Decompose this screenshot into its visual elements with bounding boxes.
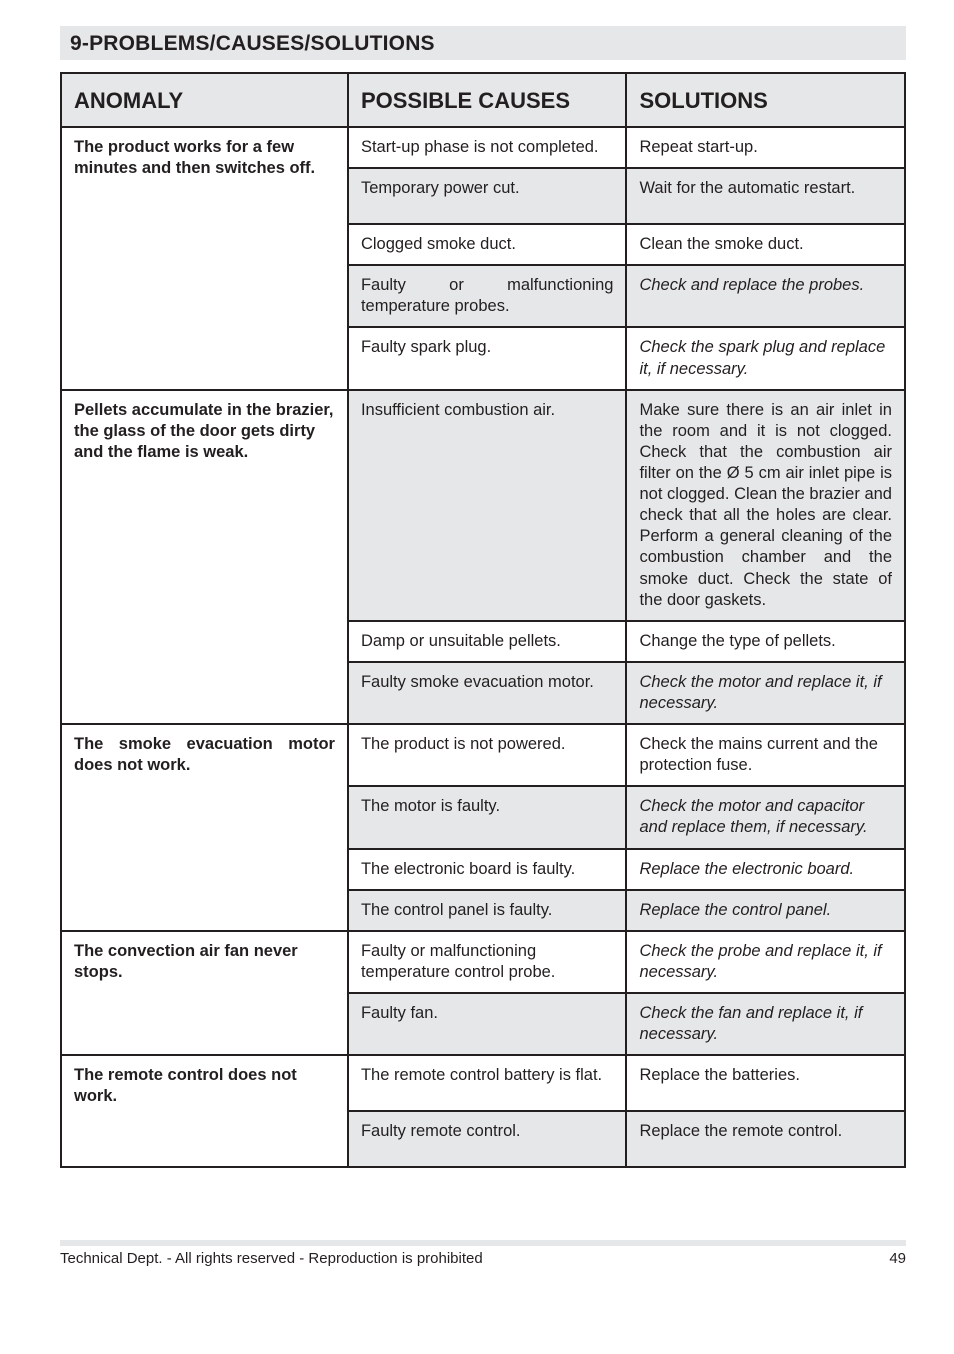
solution-cell: Check the spark plug and replace it, if … bbox=[626, 327, 905, 389]
solution-cell: Replace the batteries. bbox=[626, 1055, 905, 1111]
cause-cell: Damp or unsuitable pellets. bbox=[348, 621, 627, 662]
cause-cell: Faulty or malfunctioning temperature con… bbox=[348, 931, 627, 993]
cause-cell: Faulty spark plug. bbox=[348, 327, 627, 389]
solution-cell: Replace the remote control. bbox=[626, 1111, 905, 1167]
solution-cell: Replace the electronic board. bbox=[626, 849, 905, 890]
anomaly-cell: The remote control does not work. bbox=[61, 1055, 348, 1167]
troubleshooting-table: ANOMALY POSSIBLE CAUSES SOLUTIONS The pr… bbox=[60, 72, 906, 1168]
col-header-anomaly: ANOMALY bbox=[61, 73, 348, 127]
cause-cell: Temporary power cut. bbox=[348, 168, 627, 224]
page-number: 49 bbox=[889, 1250, 906, 1267]
cause-cell: The motor is faulty. bbox=[348, 786, 627, 848]
solution-cell: Make sure there is an air inlet in the r… bbox=[626, 390, 905, 621]
solution-cell: Check the mains current and the protecti… bbox=[626, 724, 905, 786]
solution-cell: Change the type of pellets. bbox=[626, 621, 905, 662]
solution-cell: Check the motor and replace it, if neces… bbox=[626, 662, 905, 724]
cause-cell: Faulty or malfunctioning temperature pro… bbox=[348, 265, 627, 327]
cause-cell: Faulty remote control. bbox=[348, 1111, 627, 1167]
cause-cell: Clogged smoke duct. bbox=[348, 224, 627, 265]
cause-cell: The control panel is faulty. bbox=[348, 890, 627, 931]
cause-cell: The remote control battery is flat. bbox=[348, 1055, 627, 1111]
anomaly-cell: Pellets accumulate in the brazier, the g… bbox=[61, 390, 348, 724]
cause-cell: Faulty smoke evacuation motor. bbox=[348, 662, 627, 724]
solution-cell: Clean the smoke duct. bbox=[626, 224, 905, 265]
section-title: 9-PROBLEMS/CAUSES/SOLUTIONS bbox=[70, 32, 896, 56]
solution-cell: Check the fan and replace it, if necessa… bbox=[626, 993, 905, 1055]
col-header-causes: POSSIBLE CAUSES bbox=[348, 73, 627, 127]
cause-cell: The product is not powered. bbox=[348, 724, 627, 786]
solution-cell: Wait for the automatic restart. bbox=[626, 168, 905, 224]
solution-cell: Check the probe and replace it, if neces… bbox=[626, 931, 905, 993]
section-header: 9-PROBLEMS/CAUSES/SOLUTIONS bbox=[60, 26, 906, 60]
footer-left: Technical Dept. - All rights reserved - … bbox=[60, 1250, 483, 1267]
page-footer: Technical Dept. - All rights reserved - … bbox=[60, 1246, 906, 1267]
solution-cell: Replace the control panel. bbox=[626, 890, 905, 931]
col-header-solutions: SOLUTIONS bbox=[626, 73, 905, 127]
cause-cell: Start-up phase is not completed. bbox=[348, 127, 627, 168]
anomaly-cell: The product works for a few minutes and … bbox=[61, 127, 348, 390]
cause-cell: Faulty fan. bbox=[348, 993, 627, 1055]
cause-cell: The electronic board is faulty. bbox=[348, 849, 627, 890]
solution-cell: Check and replace the probes. bbox=[626, 265, 905, 327]
anomaly-cell: The convection air fan never stops. bbox=[61, 931, 348, 1055]
cause-cell: Insufficient combustion air. bbox=[348, 390, 627, 621]
anomaly-cell: The smoke evacuation motor does not work… bbox=[61, 724, 348, 931]
solution-cell: Check the motor and capacitor and replac… bbox=[626, 786, 905, 848]
solution-cell: Repeat start-up. bbox=[626, 127, 905, 168]
